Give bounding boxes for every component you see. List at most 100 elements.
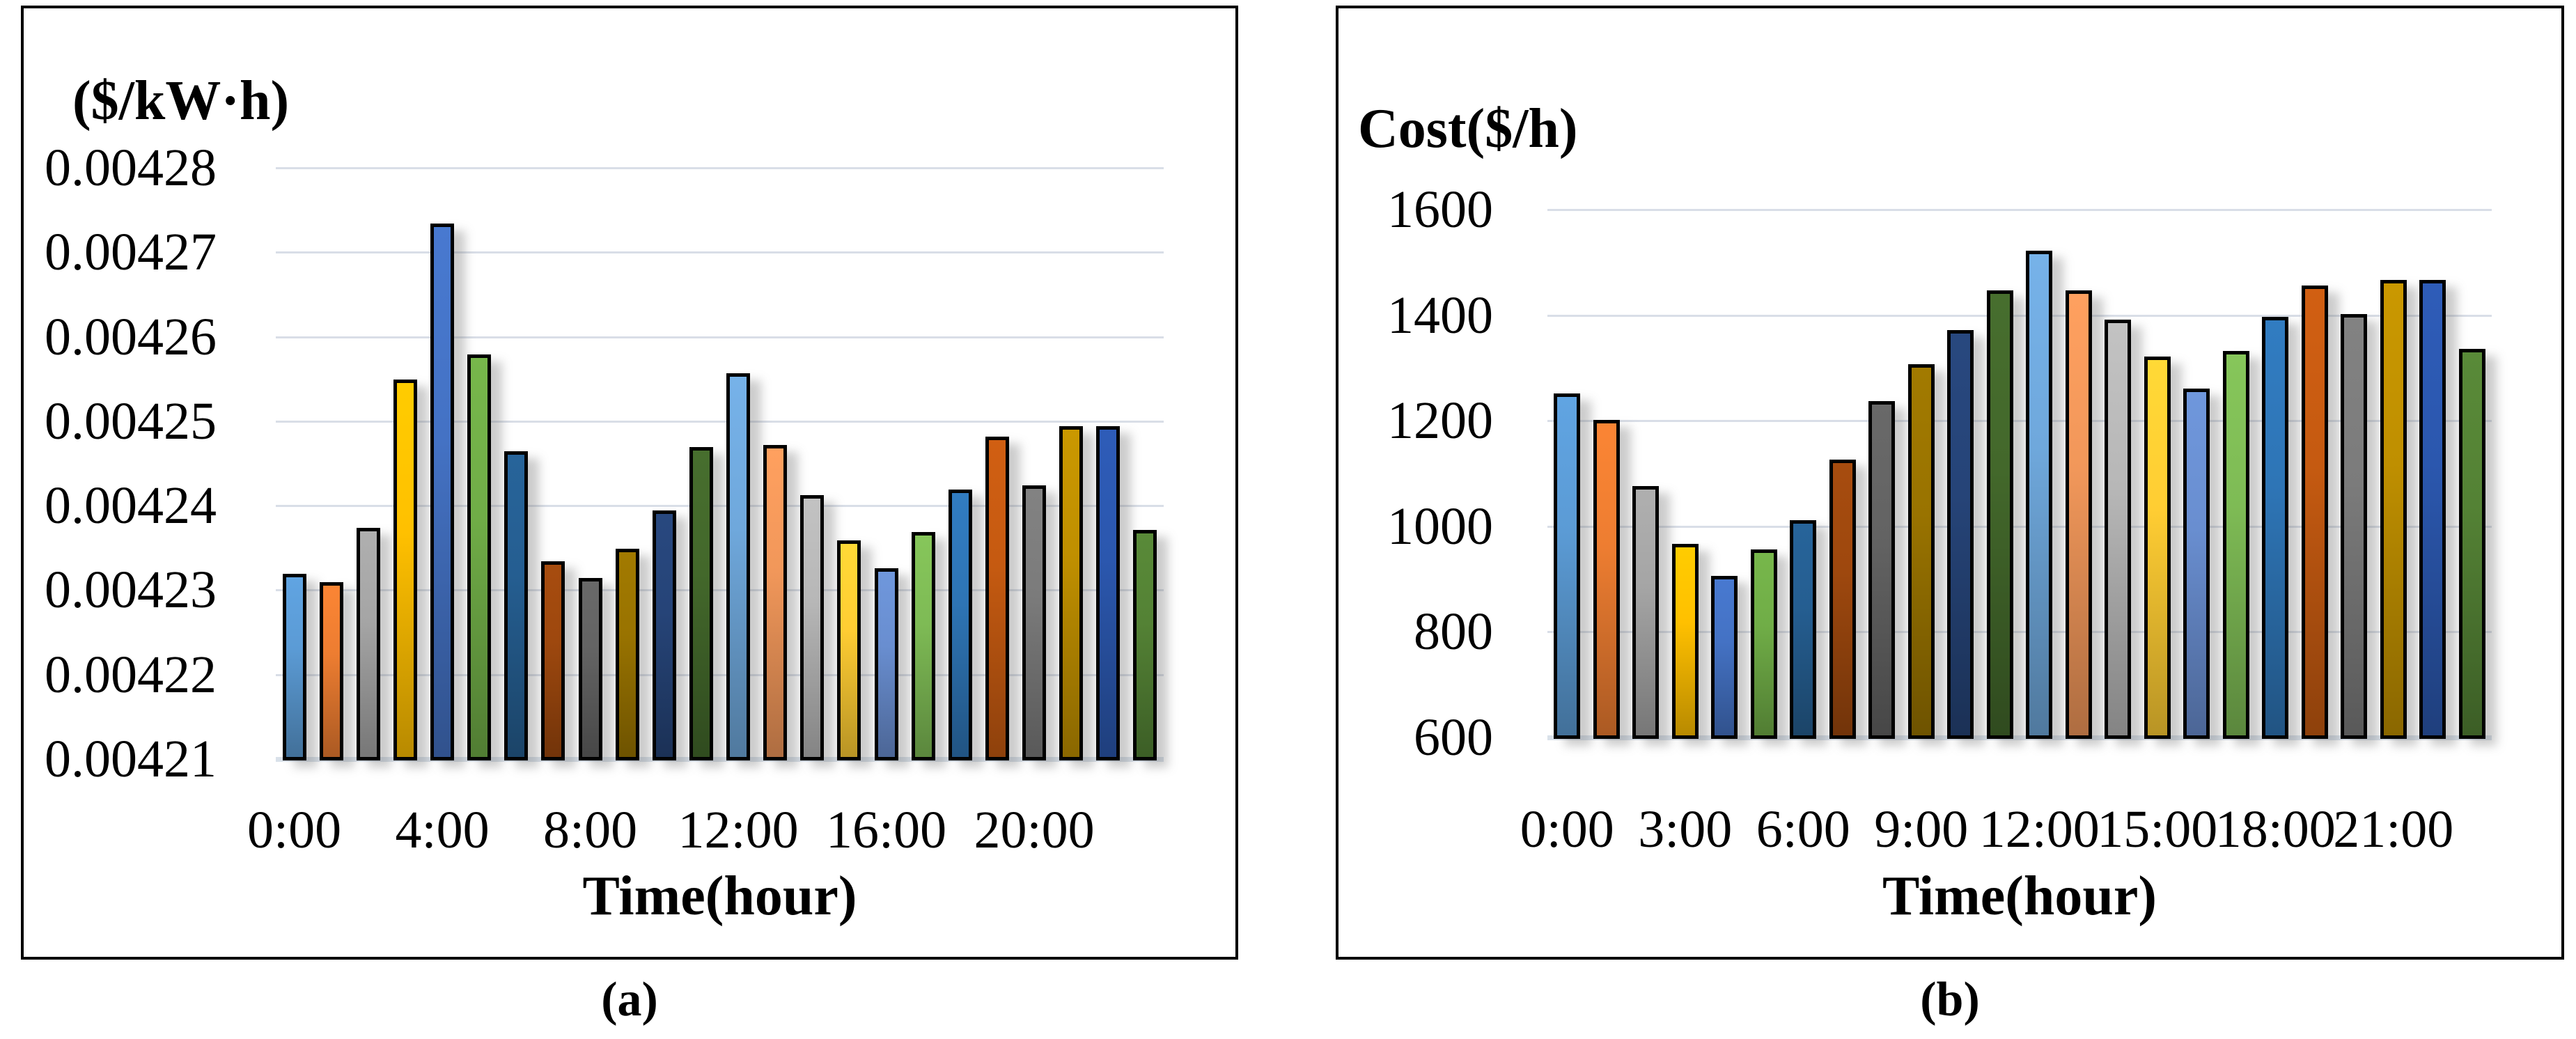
y-tick-label-1000: 1000 [1387, 497, 1493, 556]
x-tick-label-8:00: 8:00 [543, 801, 638, 859]
bar-hour-14 [800, 495, 824, 760]
bar-hour-9 [1908, 364, 1935, 739]
x-axis-line [276, 757, 1164, 762]
x-axis-line [1547, 735, 2492, 740]
gridline-0.00427 [276, 251, 1164, 254]
bar-hour-9 [616, 549, 639, 760]
bar-hour-7 [541, 561, 565, 760]
bar-hour-0 [1554, 393, 1580, 739]
y-tick-label-0.00427: 0.00427 [45, 223, 217, 282]
bar-hour-5 [1751, 549, 1777, 739]
x-tick-label-3:00: 3:00 [1638, 800, 1733, 859]
gridline-0.00422 [276, 673, 1164, 676]
bar-hour-19 [2302, 286, 2328, 739]
gridline-0.00425 [276, 420, 1164, 423]
x-axis-title-b: Time(hour) [1882, 866, 2157, 927]
bar-hour-19 [985, 437, 1009, 760]
bar-hour-15 [2144, 357, 2171, 739]
bar-hour-15 [837, 540, 861, 760]
bar-hour-20 [1022, 485, 1046, 760]
y-tick-label-1400: 1400 [1387, 286, 1493, 345]
bar-hour-23 [1133, 530, 1157, 760]
x-tick-label-20:00: 20:00 [974, 801, 1095, 859]
bar-hour-12 [726, 373, 750, 760]
x-tick-label-9:00: 9:00 [1874, 800, 1969, 859]
bar-hour-10 [653, 510, 676, 760]
bar-hour-11 [1987, 290, 2013, 739]
bar-hour-18 [949, 490, 972, 760]
plot-area-a: 0.00428 0.00427 0.00426 0.00425 0.00424 0.004… [45, 140, 1164, 858]
bar-hour-1 [1593, 420, 1620, 739]
gridline-1400 [1547, 314, 2492, 317]
y-tick-label-1200: 1200 [1387, 391, 1493, 451]
bar-hour-12 [2026, 251, 2052, 739]
bar-hour-0 [283, 574, 306, 760]
y-tick-label-0.00424: 0.00424 [45, 476, 217, 536]
x-tick-label-6:00: 6:00 [1756, 800, 1850, 859]
x-tick-label-16:00: 16:00 [826, 801, 947, 859]
y-tick-label-0.00425: 0.00425 [45, 391, 217, 451]
gridline-0.00423 [276, 589, 1164, 592]
bar-hour-6 [504, 451, 528, 760]
bar-hour-16 [2183, 389, 2210, 739]
x-tick-label-12:00: 12:00 [1978, 800, 2100, 859]
gridline-0.00426 [276, 336, 1164, 338]
bar-hour-23 [2459, 349, 2485, 739]
bar-hour-8 [1868, 401, 1895, 739]
caption-a: (a) [601, 973, 658, 1026]
x-axis-title-a: Time(hour) [582, 866, 857, 927]
bar-hour-13 [2066, 290, 2092, 739]
y-tick-label-0.00428: 0.00428 [45, 139, 217, 197]
bar-hour-7 [1829, 460, 1856, 739]
bar-hour-1 [320, 582, 343, 760]
gridline-0.00428 [276, 167, 1164, 169]
gridline-1600 [1547, 209, 2492, 211]
plot-area-b: 1600 1400 1200 1000 800 600 0:00 3:00 6:00 9:00 12… [1387, 182, 2492, 857]
x-tick-label-4:00: 4:00 [395, 801, 490, 859]
gridline-1000 [1547, 525, 2492, 528]
chart-panel-a: ($/kW·h) 0.00428 0.00427 0.00426 0.00425 0.0… [21, 6, 1238, 960]
y-tick-label-0.00422: 0.00422 [45, 645, 217, 704]
x-tick-label-21:00: 21:00 [2333, 800, 2454, 859]
bar-hour-5 [467, 354, 491, 760]
bar-hour-20 [2341, 314, 2367, 739]
bar-hour-8 [579, 578, 602, 760]
bar-hour-16 [875, 568, 898, 760]
bar-hour-3 [393, 380, 417, 760]
bar-hour-2 [357, 528, 380, 760]
y-axis-title-b: Cost($/h) [1358, 98, 1578, 159]
gridline-1200 [1547, 420, 2492, 423]
bar-hour-4 [1711, 576, 1738, 739]
bar-hour-3 [1672, 544, 1699, 739]
bar-hour-21 [1059, 426, 1083, 760]
bar-hour-6 [1790, 520, 1816, 739]
gridline-0.00424 [276, 505, 1164, 508]
bar-hour-13 [763, 445, 787, 760]
y-tick-label-0.00426: 0.00426 [45, 307, 217, 366]
bar-hour-22 [2419, 280, 2446, 739]
y-axis-title-a: ($/kW·h) [72, 70, 290, 132]
chart-panel-b: Cost($/h) 1600 1400 1200 1000 800 600 0:00 3:00… [1336, 6, 2564, 960]
y-tick-label-1600: 1600 [1387, 180, 1493, 239]
bar-hour-2 [1632, 486, 1659, 739]
bar-hour-14 [2105, 320, 2131, 739]
bar-hour-4 [430, 224, 454, 760]
y-tick-label-0.00423: 0.00423 [45, 561, 217, 620]
y-tick-label-600: 600 [1414, 708, 1493, 767]
bar-hour-17 [2223, 351, 2249, 739]
x-tick-label-12:00: 12:00 [678, 801, 799, 859]
bar-hour-22 [1096, 426, 1120, 760]
y-tick-label-0.00421: 0.00421 [45, 730, 217, 788]
x-tick-label-15:00: 15:00 [2097, 800, 2218, 859]
x-tick-label-18:00: 18:00 [2215, 800, 2336, 859]
gridline-800 [1547, 631, 2492, 634]
bar-hour-10 [1947, 330, 1974, 739]
bar-hour-17 [912, 532, 935, 760]
bar-hour-11 [689, 447, 713, 760]
bar-hour-18 [2262, 317, 2288, 739]
caption-b: (b) [1920, 973, 1980, 1026]
x-tick-label-0:00: 0:00 [1520, 800, 1614, 859]
bar-hour-21 [2380, 280, 2407, 739]
x-tick-label-0:00: 0:00 [247, 801, 342, 859]
y-tick-label-800: 800 [1414, 602, 1493, 662]
